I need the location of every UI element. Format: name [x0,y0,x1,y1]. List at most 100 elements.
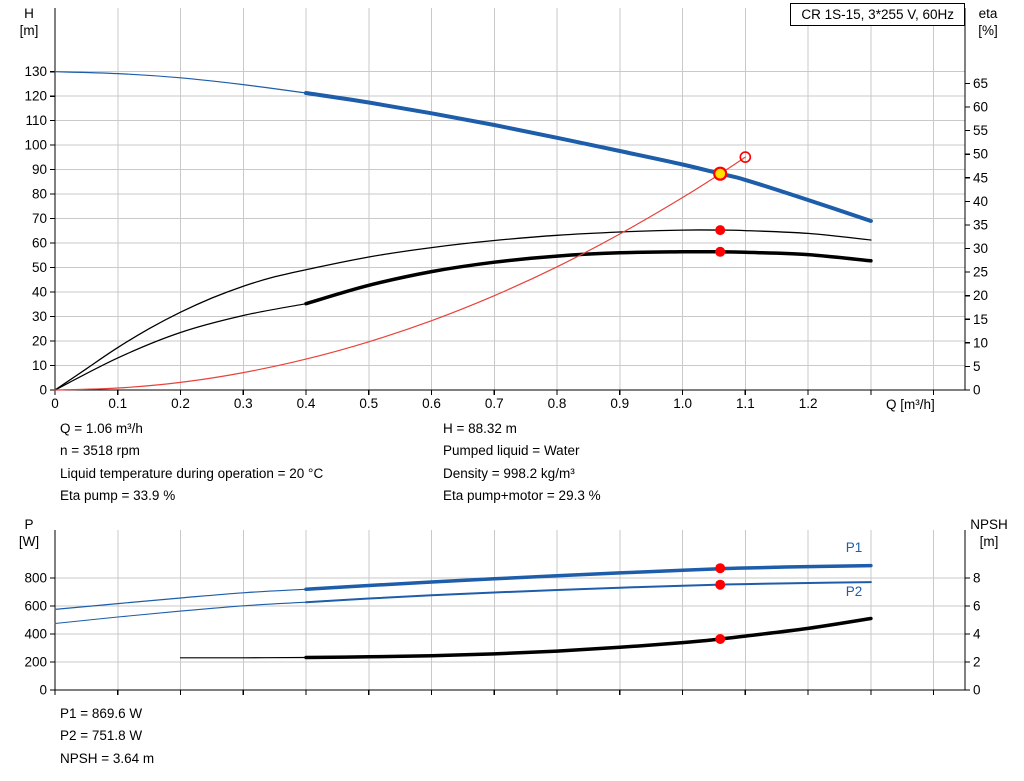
info-density: Density = 998.2 kg/m³ [443,465,575,481]
info-p1: P1 = 869.6 W [60,706,143,721]
operating-data-left: Q = 1.06 m³/h n = 3518 rpm Liquid temper… [60,418,323,508]
series-label-p1: P1 [846,540,863,555]
svg-text:0: 0 [973,383,981,398]
svg-text:130: 130 [24,64,47,79]
svg-text:800: 800 [24,570,47,585]
duty-point-p2 [715,579,726,590]
svg-text:15: 15 [973,312,988,327]
svg-text:50: 50 [973,147,988,162]
svg-text:10: 10 [32,358,47,373]
svg-text:20: 20 [973,288,988,303]
svg-text:0.9: 0.9 [610,396,629,411]
duty-point-eta-pump-motor [715,246,726,257]
svg-text:0.3: 0.3 [234,396,253,411]
svg-text:65: 65 [973,76,988,91]
duty-point-npsh [715,634,726,644]
svg-text:8: 8 [973,570,981,585]
svg-text:50: 50 [32,260,47,275]
operating-data-right: H = 88.32 m Pumped liquid = Water Densit… [443,418,601,508]
power-npsh-tick-labels: 0 200 400 600 800 0 2 4 6 8 [24,570,981,697]
npsh-axis-label-line2: [m] [979,534,999,549]
info-head: H = 88.32 m [443,421,517,436]
series-p1-lowflow [54,588,307,610]
svg-text:45: 45 [973,170,988,185]
series-h-curve [304,91,873,223]
series-eta-pump-motor [304,249,873,306]
svg-text:10: 10 [973,335,988,350]
duty-point [713,166,728,181]
svg-text:6: 6 [973,598,981,613]
svg-text:120: 120 [24,89,47,104]
info-pumped-liquid: Pumped liquid = Water [443,443,580,459]
svg-text:0.7: 0.7 [485,396,504,411]
series-p2 [305,581,872,604]
hq-eta-tick-labels: 0 0.1 0.2 0.3 0.4 0.5 0.6 0.7 0.8 0.9 1.0 1.1 1.2 0 10… [24,64,988,411]
svg-text:600: 600 [24,598,47,613]
svg-text:1.0: 1.0 [673,396,692,411]
info-npsh: NPSH = 3.64 m [60,750,155,766]
svg-text:60: 60 [973,100,988,115]
svg-text:30: 30 [32,309,47,324]
svg-text:1.2: 1.2 [799,396,818,411]
power-npsh-axes [50,530,970,695]
operating-data-bottom: P1 = 869.6 W P2 = 751.8 W NPSH = 3.64 m [60,703,154,770]
p-axis-label-line1: P [24,517,34,532]
svg-text:110: 110 [25,113,47,128]
svg-text:30: 30 [973,241,988,256]
hq-eta-gridlines [55,8,965,390]
svg-text:2: 2 [973,654,981,669]
svg-text:25: 25 [973,265,988,280]
hq-eta-axes [50,8,970,395]
series-p2-lowflow [54,601,307,625]
series-p1 [304,563,873,592]
h-axis-label-line2: [m] [19,23,39,38]
svg-text:0.4: 0.4 [297,396,316,411]
series-npsh [304,616,873,660]
h-axis-label: H [m] [8,5,50,39]
svg-text:70: 70 [32,211,47,226]
svg-text:0.6: 0.6 [422,396,441,411]
info-eta-pump: Eta pump = 33.9 % [60,488,176,504]
svg-text:0.8: 0.8 [548,396,567,411]
svg-text:90: 90 [32,162,47,177]
svg-text:1.1: 1.1 [736,396,755,411]
info-p2: P2 = 751.8 W [60,728,143,744]
duty-point-eta-pump [715,225,726,236]
npsh-axis-label-line1: NPSH [970,517,1008,532]
info-eta-pump-motor: Eta pump+motor = 29.3 % [443,488,601,504]
svg-text:20: 20 [32,334,47,349]
system-curve-end-marker [739,151,752,163]
svg-text:0: 0 [39,383,47,398]
svg-text:55: 55 [973,123,988,138]
svg-text:0: 0 [51,396,59,411]
svg-text:5: 5 [973,359,981,374]
svg-text:0.1: 0.1 [108,396,127,411]
npsh-axis-label: NPSH [m] [958,516,1020,550]
p-axis-label: P [W] [8,516,50,550]
eta-axis-label: eta [%] [964,5,1012,39]
q-axis-label: Q [m³/h] [886,397,935,412]
series-eta-pump-motor-lowflow [54,303,307,391]
h-axis-label-line1: H [24,6,34,21]
svg-text:35: 35 [973,217,988,232]
svg-text:100: 100 [24,138,47,153]
svg-text:0: 0 [39,683,47,698]
svg-text:80: 80 [32,187,47,202]
eta-axis-label-line2: [%] [978,23,998,38]
info-flow: Q = 1.06 m³/h [60,421,143,436]
info-speed: n = 3518 rpm [60,443,140,459]
svg-text:60: 60 [32,236,47,251]
eta-axis-label-line1: eta [978,6,998,21]
svg-text:40: 40 [32,285,47,300]
p-axis-label-line2: [W] [18,534,40,549]
svg-text:4: 4 [973,626,981,641]
svg-text:0.2: 0.2 [171,396,190,411]
svg-text:0.5: 0.5 [359,396,378,411]
duty-point-p1 [715,563,726,574]
svg-text:40: 40 [973,194,988,209]
series-system-curve [54,156,746,391]
svg-text:0: 0 [973,683,981,698]
info-liquid-temp: Liquid temperature during operation = 20… [60,465,324,481]
